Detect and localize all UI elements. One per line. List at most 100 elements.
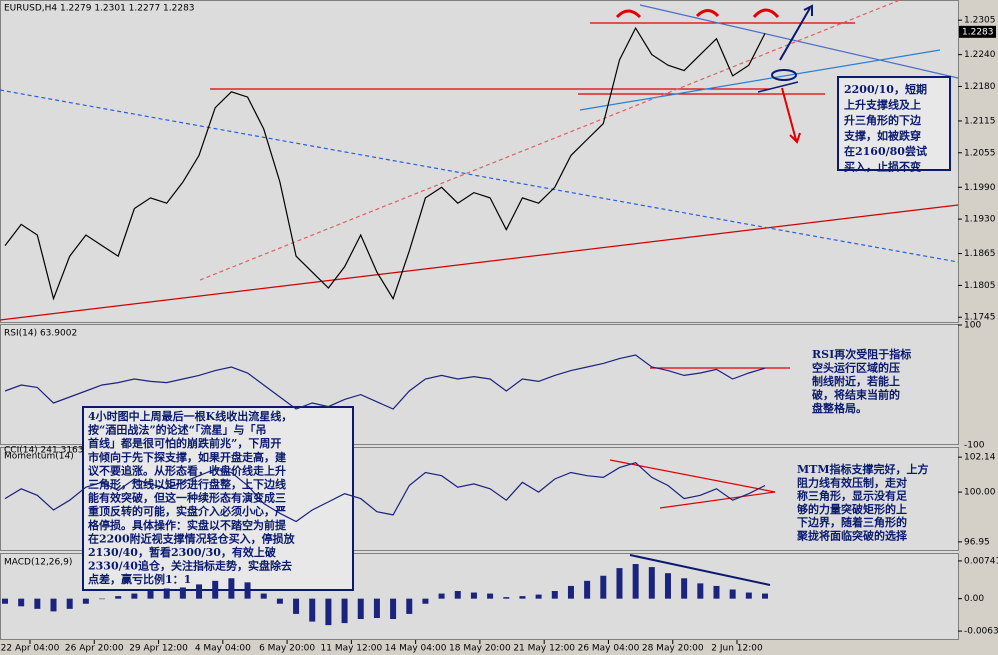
- note-text: 上升支撑线及上: [844, 98, 921, 112]
- y-tick-label: 1.1990: [964, 183, 996, 193]
- note-text: MTM指标支撑完好，上方: [797, 462, 929, 476]
- histogram-bar: [34, 598, 41, 609]
- series-line: [4, 354, 766, 410]
- panel-title: RSI(14) 63.9002: [4, 329, 77, 339]
- note-text: 制线附近，若能上: [812, 374, 900, 388]
- histogram-bar: [697, 583, 704, 599]
- histogram-bar: [729, 589, 736, 599]
- note-text: 够的力量突破矩形的上: [796, 502, 907, 516]
- note-text: 聚拢将面临突破的选择: [796, 529, 908, 543]
- histogram-bar: [276, 598, 283, 604]
- y-tick-label: 100.00: [964, 488, 996, 498]
- y-tick-label: 1.2305: [964, 16, 996, 26]
- histogram-bar: [681, 578, 688, 599]
- y-tick-label: 1.1930: [964, 215, 996, 225]
- histogram-bar: [325, 598, 332, 626]
- histogram-bar: [179, 587, 186, 599]
- histogram-bar: [50, 598, 57, 612]
- histogram-bar: [600, 575, 607, 599]
- histogram-bar: [147, 591, 154, 599]
- x-tick-label: 4 May 04:00: [195, 644, 251, 654]
- x-tick-label: 11 May 12:00: [321, 644, 383, 654]
- histogram-bar: [632, 564, 639, 599]
- note-text: 点差，赢亏比例1：1: [88, 572, 191, 586]
- histogram-bar: [519, 596, 526, 599]
- x-tick-label: 2 Jun 12:00: [711, 644, 763, 654]
- histogram-bar: [196, 584, 203, 599]
- histogram-bar: [390, 598, 397, 620]
- series-line: [4, 462, 766, 523]
- note-text: 4小时图中上周最后一根K线收出流星线，: [88, 409, 292, 423]
- histogram-bar: [260, 593, 267, 599]
- note-text: 在2160/80尝试: [844, 144, 927, 158]
- note-text: 在2200附近视支撑情况轻仓买入，停损放: [88, 531, 296, 545]
- histogram-bar: [115, 596, 122, 599]
- histogram-bar: [82, 598, 89, 604]
- panel-title: Momentum(14): [4, 452, 74, 462]
- y-tick-label: 102.14: [964, 453, 996, 463]
- histogram-bar: [584, 580, 591, 599]
- note-text: 破，将结束当前的: [812, 388, 900, 402]
- histogram-bar: [664, 573, 671, 599]
- note-text: 重顶反转的可能，实盘介入必须小心，严: [88, 504, 286, 518]
- x-tick-label: 28 May 20:00: [642, 644, 704, 654]
- histogram-bar: [18, 598, 25, 607]
- histogram-bar: [163, 588, 170, 599]
- y-tick-label: 96.95: [964, 537, 990, 547]
- y-tick-label: 100: [964, 321, 981, 331]
- x-tick-label: 18 May 20:00: [449, 644, 511, 654]
- note-text: 市倾向于先下探支撑，如果开盘走高，建: [88, 450, 287, 464]
- y-tick-label: 0.00741: [964, 556, 998, 566]
- trend-lines: [0, 0, 959, 586]
- histogram-bar: [616, 568, 623, 599]
- note-box: [82, 76, 951, 591]
- histogram-bar: [438, 593, 445, 599]
- note-text: 支撑，如被跌穿: [843, 129, 921, 143]
- histogram-bar: [648, 567, 655, 599]
- note-text: 首线」都是很可怕的崩跌前兆”，下周开: [88, 436, 281, 450]
- x-tick-label: 29 Apr 12:00: [129, 644, 188, 654]
- note-text: 称三角形，显示没有足: [797, 489, 908, 503]
- note-text: 买入，止损不变: [844, 160, 921, 174]
- y-tick-label: 1.1805: [964, 281, 996, 291]
- note-text: 能有效突破，但这一种续形态有演变成三: [88, 491, 286, 505]
- y-tick-label: 1.2055: [964, 148, 996, 158]
- x-tick-label: 26 May 04:00: [578, 644, 640, 654]
- histogram-bar: [131, 593, 138, 599]
- series-line: [4, 26, 766, 301]
- histogram-bar: [470, 592, 477, 599]
- notes: 2200/10，短期上升支撑线及上升三角形的下边支撑，如被跌穿在2160/80尝…: [88, 82, 929, 586]
- y-tick-label: 1.2240: [964, 50, 996, 60]
- note-text: 议不要追涨。从形态看，收盘价线走上升: [88, 463, 286, 477]
- histogram-bar: [713, 585, 720, 599]
- x-tick-label: 22 Apr 04:00: [1, 644, 60, 654]
- note-text: 阻力线有效压制，走对: [797, 475, 907, 489]
- histogram-bar: [212, 580, 219, 599]
- y-tick-label: 1.2115: [964, 116, 996, 126]
- histogram-bar: [66, 598, 73, 609]
- note-text: 格停损。具体操作：实盘以不踏空为前提: [88, 518, 287, 532]
- histogram-bar: [228, 578, 235, 599]
- histogram-bar: [293, 598, 300, 614]
- histogram-bar: [745, 592, 752, 599]
- y-tick-label: 1.2180: [964, 82, 996, 92]
- histogram-bar: [535, 594, 542, 599]
- price-label: 1.2283: [962, 27, 994, 37]
- x-tick-label: 21 May 12:00: [513, 644, 575, 654]
- histogram-bar: [99, 598, 106, 600]
- panel-subtitle: CCI(14) 241.3163: [4, 446, 84, 456]
- note-text: 2330/40追仓，关注指标走势，实盘除去: [88, 559, 292, 573]
- panel-borders: [0, 0, 959, 640]
- histogram-bar: [487, 593, 494, 599]
- x-tick-label: 6 May 20:00: [259, 644, 315, 654]
- histogram-bar: [422, 598, 429, 604]
- histogram-bar: [567, 585, 574, 599]
- histogram-bar: [341, 598, 348, 624]
- histogram-bar: [2, 598, 8, 604]
- note-text: 下边界，随着三角形的: [797, 515, 907, 529]
- y-tick-label: 0.00: [964, 594, 984, 604]
- note-text: RSI再次受阻于指标: [812, 347, 911, 361]
- y-tick-label: 1.1745: [964, 313, 996, 323]
- y-tick-label: -0.00637: [964, 627, 998, 637]
